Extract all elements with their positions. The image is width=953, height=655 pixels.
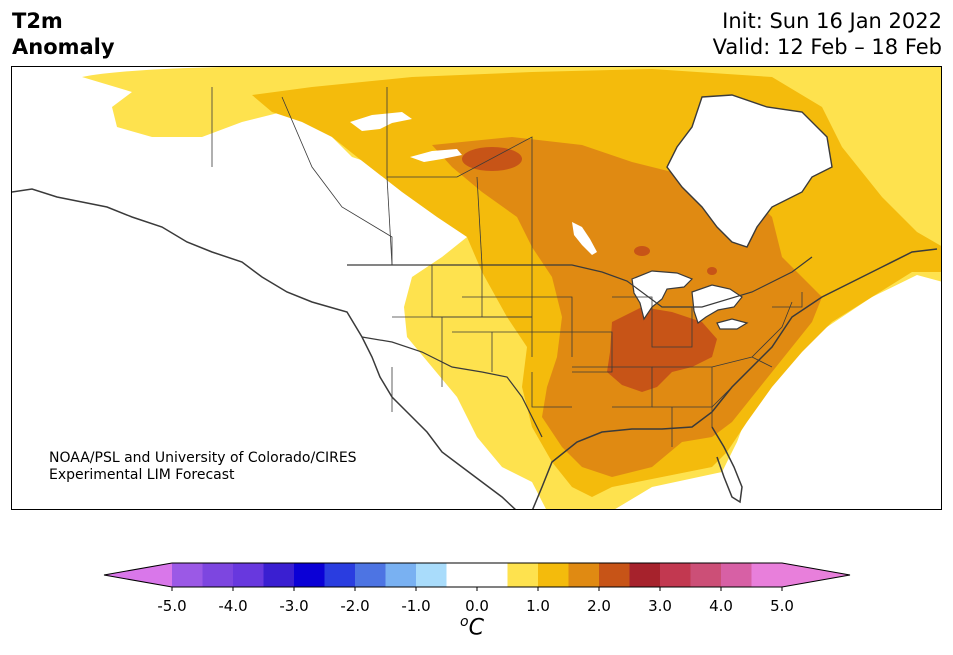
colorbar-tick-label: 1.0	[526, 597, 550, 615]
colorbar-tick-label: -1.0	[401, 597, 431, 615]
florida-coast	[711, 426, 743, 504]
colorbar-tick-label: -3.0	[279, 597, 309, 615]
colorbar-tick-label: 3.0	[648, 597, 672, 615]
colorbar-tick-label: -4.0	[218, 597, 248, 615]
unit-superscript: o	[460, 614, 469, 630]
colorbar	[103, 562, 851, 591]
forecast-dates: Init: Sun 16 Jan 2022 Valid: 12 Feb – 18…	[713, 8, 942, 60]
colorbar-bin-6	[355, 563, 386, 587]
colorbar-bin-9	[446, 563, 508, 587]
colorbar-bin-8	[416, 563, 447, 587]
anomaly-spot-2.0-prairie	[462, 147, 522, 171]
credit-text: NOAA/PSL and University of Colorado/CIRE…	[49, 450, 357, 484]
colorbar-bin-3	[263, 563, 295, 587]
lake-winnipeg	[572, 222, 597, 255]
admin-borders	[211, 87, 803, 447]
us-canada-border	[347, 256, 813, 308]
colorbar-extend-high	[782, 563, 850, 587]
colorbar-bin-17	[721, 563, 752, 587]
valid-dates: Valid: 12 Feb – 18 Feb	[712, 35, 942, 59]
title-line-variable: T2m	[12, 9, 63, 33]
colorbar-bin-1	[202, 563, 234, 587]
colorbar-bin-4	[294, 563, 325, 587]
colorbar-bin-7	[385, 563, 417, 587]
great-slave-lake	[350, 112, 412, 131]
anomaly-spot-2.0-ontario	[634, 246, 650, 256]
unit-label: oC	[460, 614, 484, 640]
unit-base: C	[468, 615, 484, 641]
colorbar-bin-18	[751, 563, 783, 587]
us-mexico-border	[361, 336, 543, 438]
colorbar-bin-16	[690, 563, 722, 587]
anomaly-fill-2.0	[607, 307, 717, 392]
colorbar-bin-14	[629, 563, 661, 587]
init-date: Init: Sun 16 Jan 2022	[722, 9, 942, 33]
colorbar-bin-10	[507, 563, 539, 587]
colorbar-tick-label: -2.0	[340, 597, 370, 615]
anomaly-spot-2.0-quebec	[707, 267, 717, 275]
colorbar-bin-5	[324, 563, 356, 587]
great-lakes	[631, 270, 749, 330]
pacific-coastline	[12, 188, 516, 509]
title: T2m Anomaly	[12, 8, 115, 60]
hudson-bay	[666, 94, 833, 248]
colorbar-tick-label: -5.0	[157, 597, 187, 615]
colorbar-bin-12	[568, 563, 600, 587]
colorbar-tick-label: 5.0	[770, 597, 794, 615]
colorbar-bin-0	[172, 563, 203, 587]
credit-line-1: NOAA/PSL and University of Colorado/CIRE…	[49, 450, 357, 466]
colorbar-tick-label: 0.0	[465, 597, 489, 615]
map-svg	[12, 67, 941, 509]
colorbar-bin-13	[599, 563, 630, 587]
lake-athabasca	[410, 149, 462, 162]
colorbar-tick-label: 2.0	[587, 597, 611, 615]
colorbar-bin-15	[660, 563, 691, 587]
title-line-anomaly: Anomaly	[12, 35, 115, 59]
colorbar-tick-label: 4.0	[709, 597, 733, 615]
gulf-coastline	[532, 248, 938, 509]
credit-line-2: Experimental LIM Forecast	[49, 467, 235, 483]
colorbar-extend-low	[104, 563, 172, 587]
colorbar-bin-11	[538, 563, 569, 587]
colorbar-bin-2	[233, 563, 264, 587]
anomaly-map	[11, 66, 942, 510]
